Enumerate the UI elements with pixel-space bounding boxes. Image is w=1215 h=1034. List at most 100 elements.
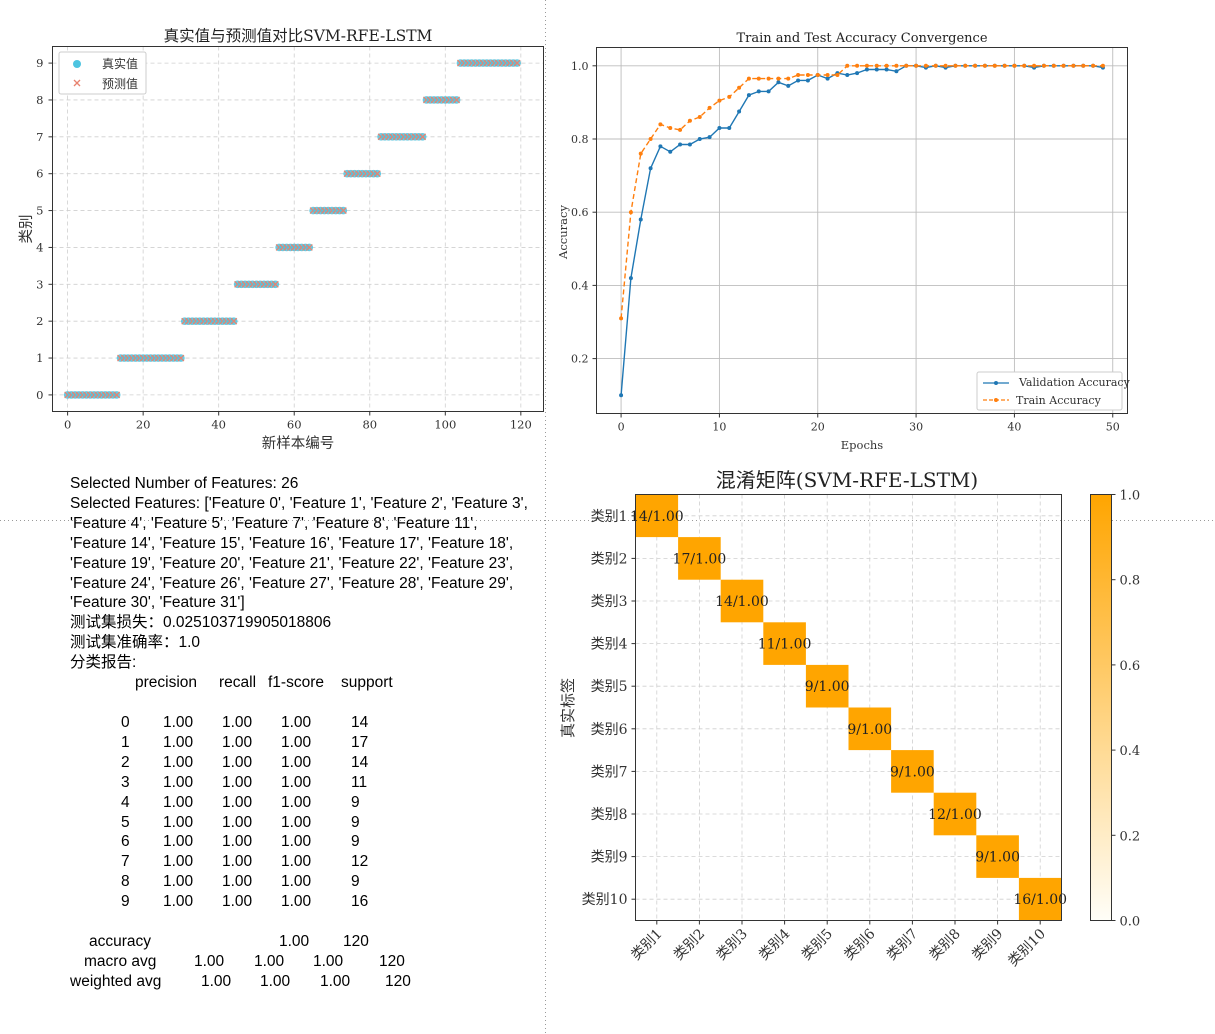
series-point (815, 72, 820, 77)
colorbar-tick-label: 1.0 (1120, 489, 1141, 504)
series-point (973, 63, 978, 68)
report-cell: 1.00 (281, 773, 312, 791)
matrix-cell (720, 579, 764, 623)
series-point (786, 76, 791, 81)
report-header: precision (135, 674, 198, 692)
y-tick-label: 类别6 (591, 722, 628, 738)
y-tick-label: 0.2 (571, 353, 589, 366)
report-cell: 16 (351, 893, 369, 911)
series-point (648, 137, 653, 141)
report-cell: 1.00 (163, 773, 194, 791)
x-tick-label: 80 (362, 418, 377, 432)
report-cell: 14 (351, 714, 369, 732)
series-point (1022, 63, 1027, 68)
point-pred (453, 96, 461, 104)
grid (596, 47, 1128, 414)
series-point (884, 67, 889, 72)
x-tick-label: 类别4 (756, 926, 793, 963)
legend-label-train: Train Accuracy (1016, 394, 1102, 407)
point-pred (230, 317, 238, 325)
series-point (737, 85, 742, 90)
series-point (1041, 63, 1046, 68)
report-cell: 1.00 (163, 833, 194, 851)
report-row-label: 2 (121, 753, 130, 771)
report-cell: 1.00 (279, 933, 310, 951)
report-cell: 120 (379, 953, 405, 971)
y-axis-label: 类别 (18, 215, 35, 244)
legend-marker-pred (73, 79, 81, 87)
report-row-label: 1 (121, 733, 130, 751)
x-tick-label: 60 (287, 418, 302, 432)
y-tick-label: 类别2 (591, 551, 628, 567)
series-point (707, 105, 712, 110)
legend-marker-true (73, 60, 81, 68)
selected-features: Selected Features: ['Feature 0', 'Featur… (70, 494, 560, 613)
report-cell: 120 (385, 973, 411, 991)
y-tick-label: 0.8 (571, 133, 589, 146)
y-tick-label: 9 (36, 56, 43, 70)
y-tick-label: 6 (36, 167, 43, 181)
series-point (746, 93, 751, 98)
data-lines (619, 63, 1105, 398)
series-point (658, 122, 663, 127)
series-point (933, 63, 938, 68)
report-cell: 9 (351, 833, 360, 851)
cell-label: 9/1.00 (890, 764, 935, 780)
x-tick-label: 40 (211, 418, 226, 432)
series-point (697, 137, 702, 141)
series-point (805, 72, 810, 77)
feature-list-line: Selected Features: ['Feature 0', 'Featur… (70, 494, 528, 512)
report-cell: 1.00 (222, 833, 253, 851)
feature-list-line: 'Feature 24', 'Feature 26', 'Feature 27'… (70, 574, 514, 592)
series-point (766, 76, 771, 81)
report-cell: 1.00 (222, 733, 253, 751)
report-cell: 17 (351, 733, 369, 751)
y-tick-label: 类别10 (582, 892, 628, 908)
report-cell: 1.00 (281, 714, 312, 732)
series-point (638, 217, 643, 222)
y-tick-label: 4 (36, 240, 43, 254)
series-point (668, 149, 673, 154)
series-point (855, 71, 860, 76)
report-row-label: 6 (121, 833, 130, 851)
series-point (796, 72, 801, 77)
matrix-cell (848, 707, 892, 751)
series-point (619, 316, 624, 321)
cell-label: 9/1.00 (847, 722, 892, 738)
series-point (687, 142, 692, 147)
series-point (776, 76, 781, 81)
series-point (648, 166, 653, 171)
y-axis-ticks: 类别1 类别2 类别3 类别4 类别5 类别6 类别7 类别8 类别9 类别10 (582, 509, 636, 908)
series-point (1032, 63, 1037, 68)
series-point (1091, 63, 1096, 68)
colorbar (1090, 494, 1112, 921)
series-point (737, 109, 742, 114)
series-point (1061, 63, 1066, 68)
series-point (776, 80, 781, 85)
feature-list-line: 'Feature 14', 'Feature 15', 'Feature 16'… (70, 534, 514, 552)
y-tick-label: 类别3 (591, 594, 628, 610)
colorbar-tick-label: 0.4 (1120, 744, 1141, 759)
series-point (805, 78, 810, 83)
report-cell: 1.00 (281, 893, 312, 911)
report-cell: 1.00 (281, 813, 312, 831)
x-tick-label: 10 (712, 421, 726, 434)
test-loss: 测试集损失：0.025103719905018806 (70, 614, 332, 632)
x-tick-label: 类别9 (969, 926, 1006, 963)
chart-title: Train and Test Accuracy Convergence (736, 31, 987, 46)
report-cell: 1.00 (222, 853, 253, 871)
series-point (717, 126, 722, 131)
series-point (943, 63, 948, 68)
series-point (697, 115, 702, 120)
report-cell: 1.00 (222, 714, 253, 732)
series-point (678, 127, 683, 132)
series-point (1012, 63, 1017, 68)
point-pred (513, 59, 521, 67)
series-point (796, 78, 801, 83)
colorbar-tick-label: 0.0 (1120, 915, 1141, 930)
series-point (678, 142, 683, 147)
series-point (845, 63, 850, 68)
cell-label: 14/1.00 (630, 509, 684, 525)
series-line (620, 65, 1103, 319)
